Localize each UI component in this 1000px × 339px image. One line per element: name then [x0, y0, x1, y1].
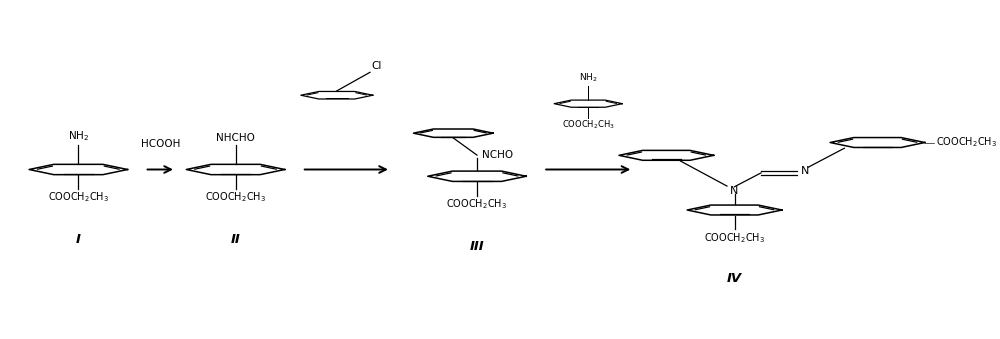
Text: NH$_2$: NH$_2$: [579, 72, 598, 84]
Text: Cl: Cl: [372, 61, 382, 71]
Text: NHCHO: NHCHO: [216, 133, 255, 143]
Text: COOCH$_2$CH$_3$: COOCH$_2$CH$_3$: [446, 197, 507, 211]
Text: HCOOH: HCOOH: [141, 139, 180, 149]
Text: COOCH$_2$CH$_3$: COOCH$_2$CH$_3$: [48, 191, 109, 204]
Text: COOCH$_2$CH$_3$: COOCH$_2$CH$_3$: [936, 136, 997, 149]
Text: II: II: [231, 233, 240, 246]
Text: IV: IV: [727, 272, 742, 285]
Text: N: N: [801, 165, 809, 176]
Text: N: N: [730, 186, 739, 196]
Text: NCHO: NCHO: [482, 150, 513, 160]
Text: I: I: [76, 233, 81, 246]
Text: NH$_2$: NH$_2$: [68, 129, 89, 143]
Text: COOCH$_2$CH$_3$: COOCH$_2$CH$_3$: [562, 119, 615, 131]
Text: III: III: [470, 240, 484, 253]
Text: COOCH$_2$CH$_3$: COOCH$_2$CH$_3$: [704, 231, 765, 245]
Text: COOCH$_2$CH$_3$: COOCH$_2$CH$_3$: [205, 191, 266, 204]
